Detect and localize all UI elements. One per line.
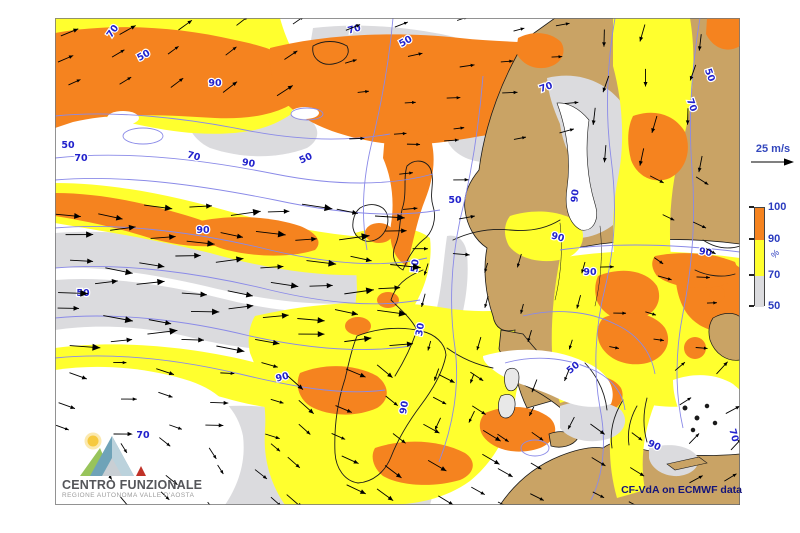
svg-text:90: 90 (398, 400, 411, 415)
colorbar-tick-label: 90 (768, 233, 781, 245)
colorbar-tick-label: 100 (768, 201, 787, 213)
data-credit: CF-VdA on ECMWF data (621, 484, 742, 496)
svg-text:90: 90 (241, 157, 256, 170)
map-frame (55, 18, 740, 505)
svg-text:90: 90 (275, 370, 291, 384)
colorbar-tick-label: 70 (768, 269, 781, 281)
svg-text:90: 90 (583, 267, 597, 278)
svg-text:90: 90 (208, 78, 222, 89)
colorbar-unit-label: % (768, 247, 782, 261)
colorbar-segment-90-100 (755, 208, 764, 240)
colorbar-legend: 100 90 70 50 % (749, 202, 800, 317)
colorbar (754, 207, 765, 307)
wind-reference-label: 25 m/s (755, 143, 791, 155)
wind-reference-arrow-icon (751, 158, 794, 166)
colorbar-tick (749, 206, 754, 208)
colorbar-tick (749, 238, 754, 240)
mountain-sun-logo-icon (80, 432, 146, 476)
centro-funzionale-logo: CENTRO FUNZIONALE REGIONE AUTONOMA VALLE… (60, 430, 230, 499)
org-name: CENTRO FUNZIONALE (62, 478, 203, 492)
svg-text:70: 70 (186, 150, 202, 164)
colorbar-tick-label: 50 (768, 300, 781, 312)
weather-map: 70 50 90 70 50 50 70 70 90 90 50 50 70 90 50 70 90 90 90 30… (55, 18, 740, 505)
svg-text:90: 90 (550, 231, 566, 245)
colorbar-tick (749, 274, 754, 276)
colorbar-segment-50-70 (755, 276, 764, 307)
svg-text:90: 90 (569, 188, 581, 203)
svg-text:90: 90 (698, 246, 713, 259)
colorbar-tick (749, 305, 754, 307)
svg-text:50: 50 (448, 195, 462, 206)
svg-text:90: 90 (196, 225, 210, 236)
wind-reference-legend: 25 m/s (746, 143, 800, 174)
org-subtitle: REGIONE AUTONOMA VALLE D'AOSTA (62, 492, 195, 499)
svg-text:70: 70 (74, 153, 88, 164)
colorbar-segment-70-90 (755, 240, 764, 276)
svg-text:50: 50 (61, 140, 75, 151)
svg-text:70: 70 (136, 430, 150, 441)
svg-text:30: 30 (414, 322, 427, 337)
wind-arrows-layer (55, 18, 740, 505)
